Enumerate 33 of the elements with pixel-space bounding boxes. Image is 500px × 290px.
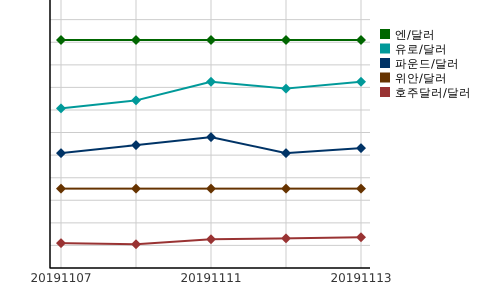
legend-label: 파운드/달러: [395, 56, 459, 70]
point: [206, 132, 216, 142]
point: [206, 184, 216, 194]
point: [56, 238, 66, 248]
point: [56, 148, 66, 158]
legend-label: 호주달러/달러: [395, 86, 471, 100]
point: [131, 140, 141, 150]
point: [206, 35, 216, 45]
point: [281, 35, 291, 45]
point: [356, 143, 366, 154]
point: [356, 184, 366, 194]
legend-label: 유로/달러: [395, 42, 447, 56]
point: [131, 95, 141, 106]
x-tick-label: 20191113: [330, 271, 392, 285]
point: [131, 239, 141, 250]
point: [281, 184, 291, 194]
point: [281, 84, 291, 94]
point: [206, 76, 216, 87]
x-tick-label: 20191111: [180, 271, 242, 285]
point: [206, 234, 216, 244]
legend-label: 엔/달러: [395, 28, 435, 42]
point: [131, 35, 141, 45]
point: [131, 184, 141, 194]
point: [56, 184, 66, 194]
legend-label: 위안/달러: [395, 71, 447, 85]
point: [281, 148, 291, 158]
point: [356, 76, 366, 87]
point: [56, 35, 66, 45]
point: [356, 232, 366, 242]
point: [356, 35, 366, 45]
x-tick-label: 20191107: [30, 271, 92, 285]
point: [56, 103, 66, 114]
point: [281, 233, 291, 244]
